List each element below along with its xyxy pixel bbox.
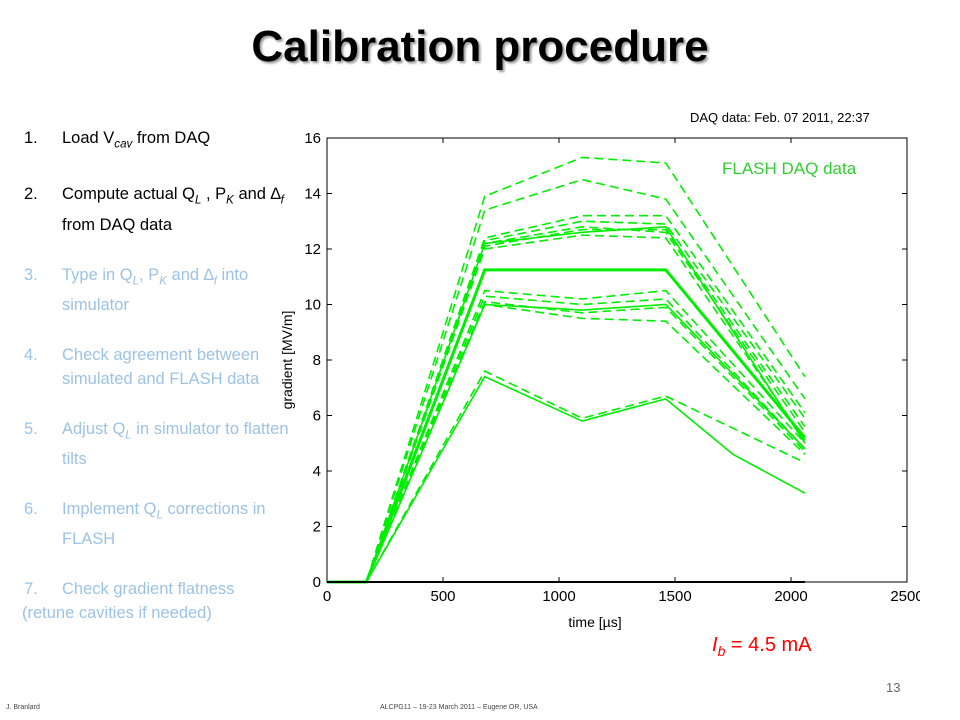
y-tick-label: 4 (313, 463, 321, 480)
step-4: 4. Check agreement between simulated and… (24, 345, 260, 388)
x-tick-label: 500 (430, 588, 455, 605)
y-tick-label: 0 (313, 574, 321, 591)
beam-current-label: Ib = 4.5 mA (712, 634, 812, 659)
x-tick-label: 0 (323, 588, 331, 605)
y-tick-label: 16 (304, 130, 321, 147)
y-tick-label: 12 (304, 241, 321, 258)
footer-author: J. Branlard (6, 704, 40, 711)
step-7: 7. Check gradient flatness (24, 580, 235, 599)
y-tick-label: 14 (304, 186, 321, 203)
step-1: 1. Load Vcav from DAQ (24, 129, 211, 151)
chart-annotation: FLASH DAQ data (722, 159, 857, 178)
chart-series (327, 156, 807, 584)
footer-conference: ALCPG11 – 19-23 March 2011 – Eugene OR, … (380, 704, 538, 711)
y-tick-label: 6 (313, 408, 321, 425)
step-5: 5. Adjust QL in simulator to flatten til… (24, 419, 289, 469)
y-axis-ticks: 0 2 4 6 8 10 12 14 16 (304, 130, 907, 591)
plot-frame (326, 137, 908, 583)
x-axis-ticks: 0 500 1000 1500 2000 2500 (323, 138, 920, 605)
y-tick-label: 8 (313, 352, 321, 369)
y-axis-label: gradient [MV/m] (279, 311, 295, 410)
gradient-chart: 0 2 4 6 8 10 12 14 16 0 500 1000 1500 2000 2500 FLASH… (279, 130, 920, 630)
y-tick-label: 2 (313, 519, 321, 536)
y-tick-label: 10 (304, 297, 321, 314)
page-number: 13 (886, 680, 901, 695)
slide-title: Calibration procedure (251, 22, 709, 71)
procedure-steps: 1. Load Vcav from DAQ 2. Compute actual … (22, 126, 292, 625)
daq-timestamp: DAQ data: Feb. 07 2011, 22:37 (690, 110, 870, 125)
x-tick-label: 1500 (658, 588, 691, 605)
x-tick-label: 2500 (890, 588, 920, 605)
step-6: 6. Implement QL corrections in FLASH (24, 500, 266, 549)
step-2: 2. Compute actual QL , PK and ∆f from DA… (24, 185, 284, 234)
x-tick-label: 1000 (542, 588, 575, 605)
step-3: 3. Type in QL, PK and ∆f into simulator (24, 265, 249, 314)
x-axis-label: time [µs] (568, 614, 621, 630)
x-tick-label: 2000 (774, 588, 807, 605)
step-7-note: (retune cavities if needed) (22, 604, 212, 623)
